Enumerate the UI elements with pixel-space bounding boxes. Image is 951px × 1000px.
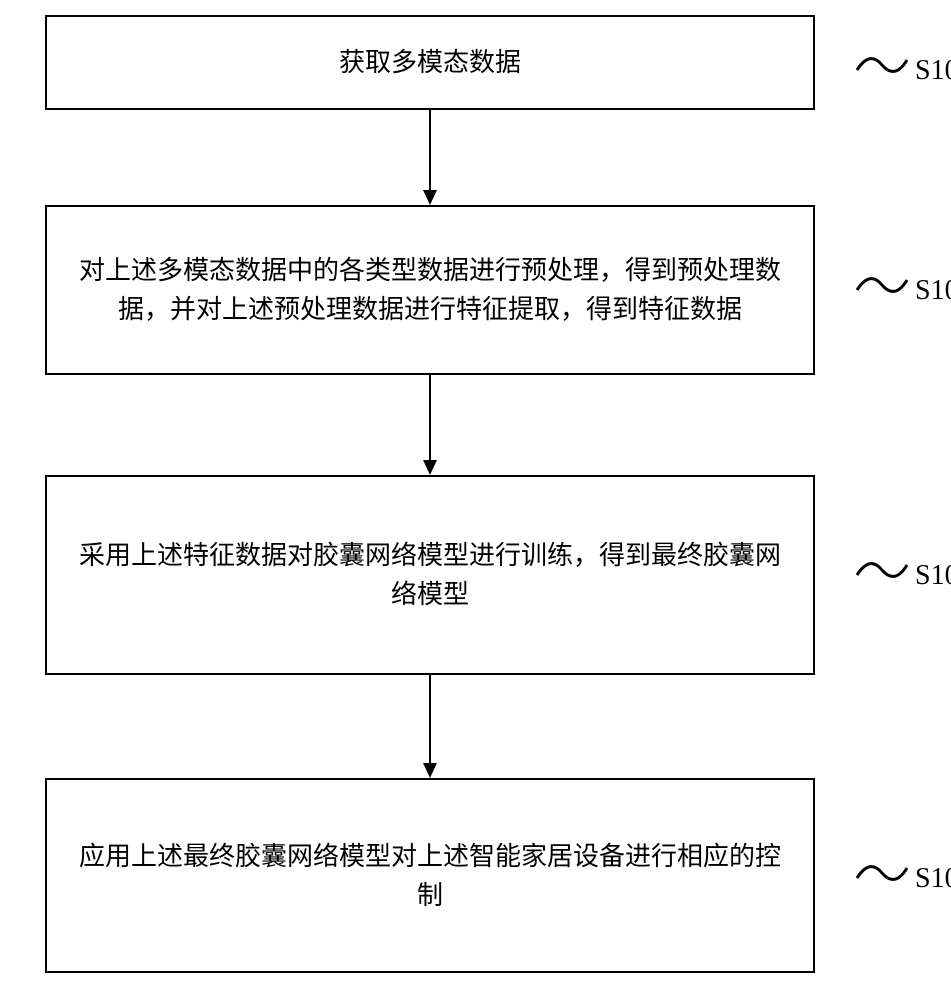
wave-connector-4 bbox=[855, 853, 910, 893]
step-2-text: 对上述多模态数据中的各类型数据进行预处理，得到预处理数据，并对上述预处理数据进行… bbox=[67, 251, 793, 329]
step-4-text: 应用上述最终胶囊网络模型对上述智能家居设备进行相应的控制 bbox=[67, 837, 793, 915]
step-1-label: S101 bbox=[915, 55, 951, 87]
step-3-label: S103 bbox=[915, 560, 951, 592]
step-3-text: 采用上述特征数据对胶囊网络模型进行训练，得到最终胶囊网络模型 bbox=[67, 536, 793, 614]
step-2-label: S102 bbox=[915, 275, 951, 307]
flowchart-step-4: 应用上述最终胶囊网络模型对上述智能家居设备进行相应的控制 bbox=[45, 778, 815, 973]
arrow-1 bbox=[45, 110, 815, 205]
flowchart-step-2: 对上述多模态数据中的各类型数据进行预处理，得到预处理数据，并对上述预处理数据进行… bbox=[45, 205, 815, 375]
flowchart-step-1: 获取多模态数据 bbox=[45, 15, 815, 110]
step-1-text: 获取多模态数据 bbox=[339, 43, 521, 82]
arrow-3 bbox=[45, 675, 815, 778]
wave-connector-3 bbox=[855, 550, 910, 590]
step-4-label: S104 bbox=[915, 863, 951, 895]
wave-connector-2 bbox=[855, 265, 910, 305]
arrow-2 bbox=[45, 375, 815, 475]
wave-connector-1 bbox=[855, 45, 910, 85]
flowchart-step-3: 采用上述特征数据对胶囊网络模型进行训练，得到最终胶囊网络模型 bbox=[45, 475, 815, 675]
